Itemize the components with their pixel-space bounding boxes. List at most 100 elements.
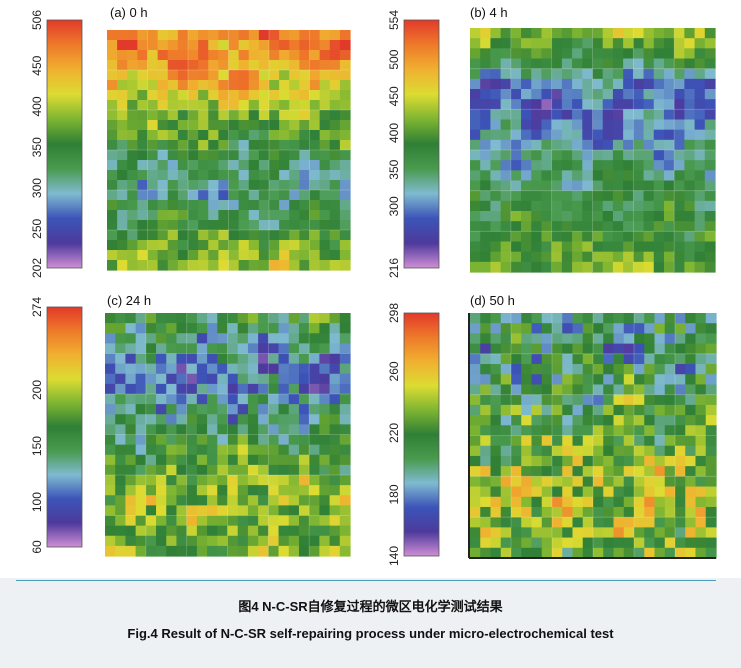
heatmap-cell [228, 60, 240, 71]
heatmap-cell [521, 58, 532, 70]
heatmap-cell [258, 40, 270, 51]
heatmap-cell [644, 425, 656, 437]
heatmap-cell [685, 435, 697, 447]
heatmap-cell [228, 50, 240, 61]
heatmap-cell [490, 394, 502, 406]
heatmap-cell [238, 170, 250, 181]
heatmap-cell [695, 323, 707, 335]
heatmap-cell [339, 240, 351, 251]
heatmap-cell [156, 414, 167, 425]
heatmap-cell [218, 210, 230, 221]
heatmap-cell [531, 200, 543, 212]
heatmap-cell [613, 353, 625, 365]
heatmap-cell [247, 485, 259, 496]
heatmap-cell [309, 525, 320, 537]
heatmap-cell [299, 260, 311, 271]
heatmap-cell [208, 80, 219, 91]
heatmap-cell [268, 373, 280, 385]
heatmap-cell [582, 517, 594, 528]
heatmap-cell [612, 38, 624, 49]
heatmap-cell [470, 160, 481, 171]
heatmap-cell [198, 180, 209, 191]
heatmap-cell [480, 506, 492, 518]
heatmap-cell [470, 537, 481, 549]
heatmap-cell [480, 394, 492, 406]
heatmap-cell [511, 425, 522, 437]
heatmap-cell [279, 40, 290, 51]
heatmap-cell [704, 150, 716, 161]
heatmap-cell [602, 139, 614, 151]
heatmap-cell [582, 537, 594, 549]
heatmap-cell [147, 80, 159, 91]
heatmap-cell [531, 486, 543, 498]
heatmap-cell [186, 525, 198, 537]
heatmap-cell [685, 496, 697, 508]
heatmap-cell [500, 109, 512, 121]
heatmap-cell [228, 150, 240, 161]
heatmap-cell [470, 190, 481, 202]
heatmap-cell [664, 486, 676, 498]
heatmap-cell [117, 240, 128, 251]
heatmap-cell [612, 109, 624, 121]
heatmap-cell [167, 70, 179, 81]
heatmap-cell [339, 394, 351, 405]
heatmap-cell [582, 129, 594, 141]
heatmap-cell [561, 68, 573, 80]
heatmap-cell [531, 384, 543, 396]
heatmap-cell [188, 30, 199, 41]
heatmap-cell [268, 404, 280, 415]
heatmap-cell [521, 99, 532, 110]
heatmap-cell [674, 251, 685, 263]
heatmap-cell [480, 58, 492, 70]
heatmap-cell [115, 515, 127, 527]
heatmap-cell [531, 353, 543, 365]
heatmap-cell [289, 120, 300, 131]
heatmap-cell [278, 353, 290, 365]
heatmap-cell [664, 425, 676, 437]
heatmap-cell [269, 210, 280, 221]
heatmap-cell [531, 99, 543, 110]
heatmap-cell [623, 129, 634, 141]
heatmap-cell [500, 476, 512, 488]
heatmap-cell [117, 90, 128, 101]
heatmap-cell [582, 466, 594, 477]
heatmap-cell [188, 160, 199, 171]
heatmap-cell [157, 150, 169, 161]
heatmap-cell [562, 333, 574, 345]
heatmap-cell [278, 464, 290, 476]
heatmap-cell [339, 90, 351, 101]
heatmap-cell [644, 445, 656, 457]
heatmap-cell [521, 109, 532, 121]
heatmap-cell [633, 68, 645, 80]
heatmap-cell [623, 343, 635, 355]
heatmap-cell [177, 220, 189, 231]
heatmap-cell [654, 506, 666, 518]
heatmap-cell [228, 130, 240, 141]
heatmap-cell [196, 495, 208, 506]
heatmap-cell [177, 260, 189, 271]
heatmap-cell [695, 374, 707, 386]
heatmap-cell [137, 120, 149, 131]
heatmap-cell [329, 505, 341, 517]
heatmap-cell [298, 394, 310, 405]
heatmap-cell [582, 160, 594, 171]
heatmap-cell [177, 230, 189, 241]
heatmap-cell [188, 70, 199, 81]
heatmap-cell [196, 434, 208, 446]
heatmap-cell [279, 150, 290, 161]
heatmap-cell [339, 50, 351, 61]
heatmap-cell [157, 230, 169, 241]
heatmap-cell [592, 180, 604, 192]
heatmap-cell [613, 445, 625, 457]
heatmap-cell [623, 221, 634, 232]
heatmap-cell [511, 506, 522, 518]
heatmap-cell [196, 373, 208, 385]
heatmap-cell [541, 445, 553, 457]
heatmap-cell [653, 119, 665, 131]
heatmap-cell [674, 78, 685, 90]
heatmap-cell [339, 220, 351, 231]
colorbar-tick-label: 200 [30, 380, 44, 400]
heatmap-cell [166, 495, 178, 506]
heatmap-cell [218, 150, 230, 161]
heatmap-cell [664, 313, 676, 324]
